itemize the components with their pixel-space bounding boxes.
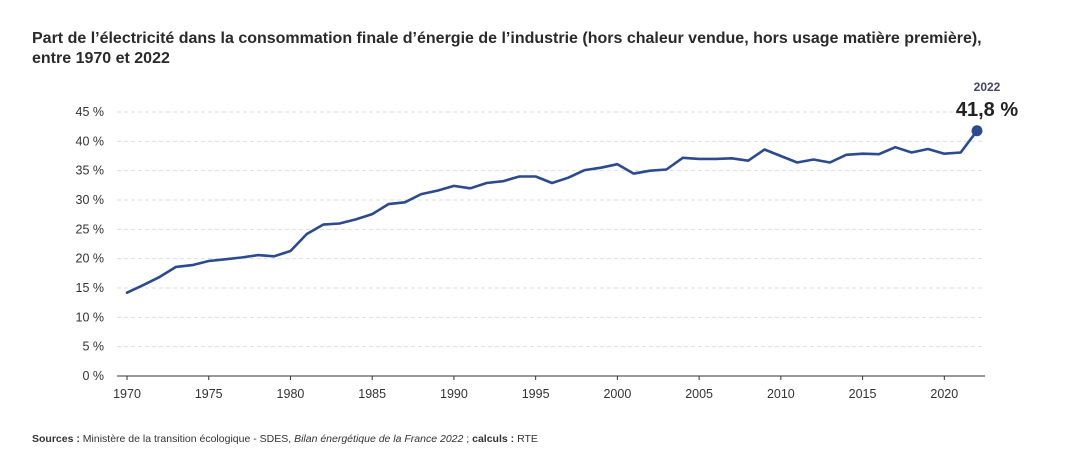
line-chart: 0 % 5 % 10 % 15 % 20 % 25 % 30 % 35 % 40 % 45 % 19…	[76, 80, 1019, 401]
source-text-2: ;	[463, 433, 473, 445]
x-tick-label: 1970	[113, 387, 141, 401]
x-tick-label: 1995	[522, 387, 550, 401]
y-tick-label: 40 %	[76, 134, 105, 148]
y-tick-label: 35 %	[76, 164, 105, 178]
x-tick-label: 1985	[358, 387, 386, 401]
x-tick-label: 2005	[685, 387, 713, 401]
source-note: Sources : Ministère de la transition éco…	[32, 433, 538, 445]
x-tick-label: 1975	[195, 387, 223, 401]
y-tick-label: 5 %	[82, 340, 104, 354]
y-tick-label: 15 %	[76, 281, 105, 295]
y-tick-label: 30 %	[76, 193, 105, 207]
chart-title-line1: Part de l’électricité dans la consommati…	[32, 30, 982, 47]
source-label: Sources :	[32, 433, 80, 445]
y-tick-label: 45 %	[76, 105, 105, 119]
source-text-1: Ministère de la transition écologique - …	[79, 433, 295, 445]
source-publication: Bilan énergétique de la France 2022	[294, 433, 464, 445]
annotation-value: 41,8 %	[956, 99, 1018, 121]
x-tick-label: 1990	[440, 387, 468, 401]
annotation-year: 2022	[974, 80, 1001, 94]
x-tick-label: 2010	[767, 387, 795, 401]
y-tick-label: 20 %	[76, 252, 105, 266]
series-line	[125, 129, 979, 295]
y-tick-label: 0 %	[82, 369, 104, 383]
chart-title: Part de l’électricité dans la consommati…	[32, 29, 1032, 69]
x-tick-label: 2000	[603, 387, 631, 401]
source-text-3: RTE	[514, 433, 538, 445]
x-tick-label: 2020	[930, 387, 958, 401]
chart-title-line2: entre 1970 et 2022	[32, 50, 170, 67]
y-tick-label: 10 %	[76, 310, 105, 324]
x-tick-label: 2015	[849, 387, 877, 401]
y-tick-label: 25 %	[76, 222, 105, 236]
calculs-label: calculs :	[472, 433, 515, 445]
highlight-point	[971, 125, 983, 137]
x-tick-label: 1980	[277, 387, 305, 401]
